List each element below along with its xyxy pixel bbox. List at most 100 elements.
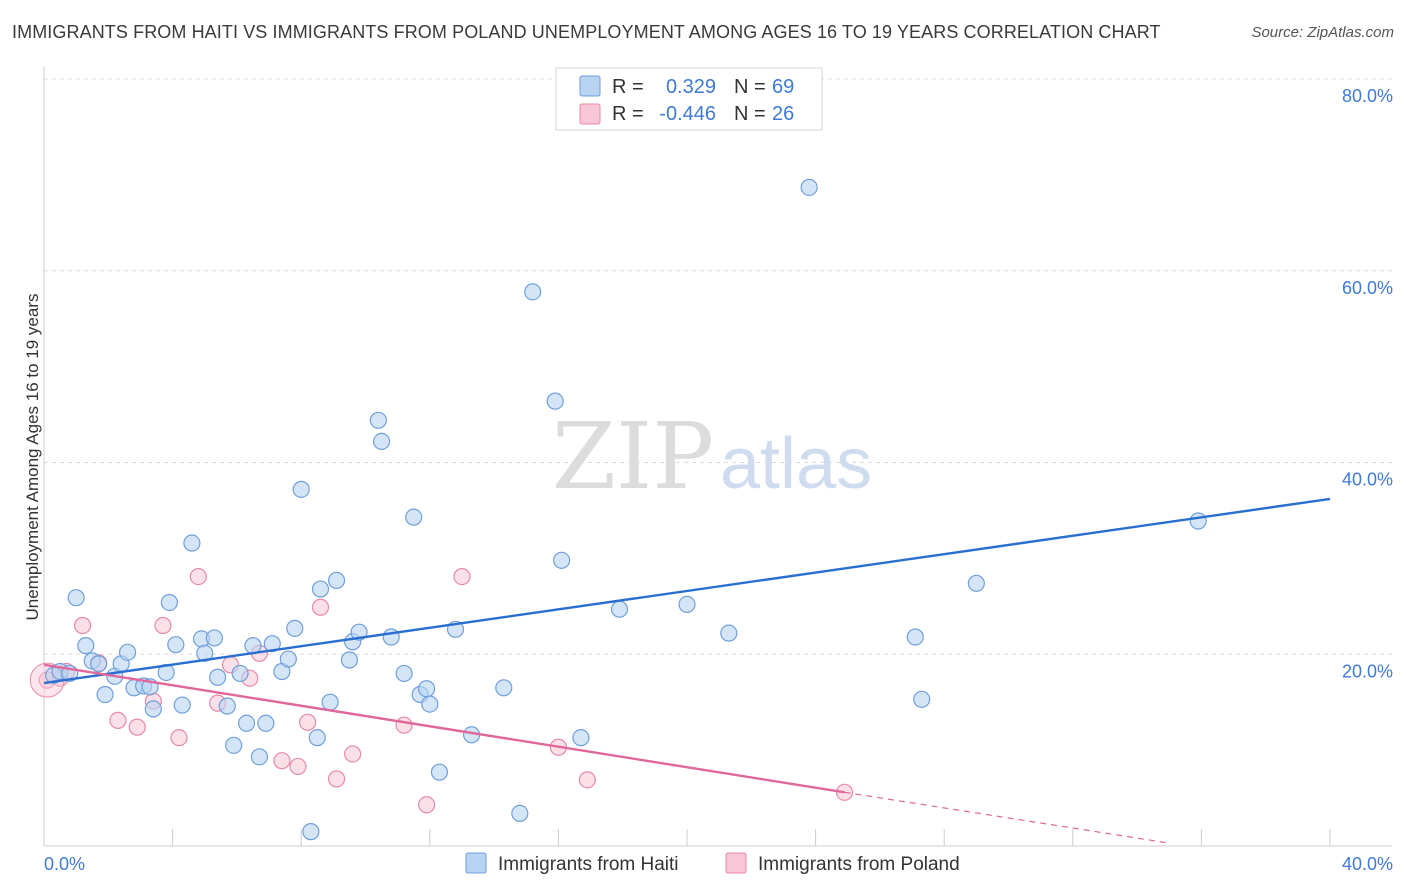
- poland-point: [128, 718, 146, 736]
- haiti-point: [302, 823, 320, 841]
- haiti-point: [196, 644, 214, 662]
- poland-point: [299, 713, 317, 731]
- haiti-point: [800, 178, 818, 196]
- correlation-legend: R = 0.329 N = 69 R = -0.446 N = 26: [555, 67, 823, 131]
- poland-point: [273, 752, 291, 770]
- axes: 0.0% 40.0%: [43, 66, 1393, 874]
- haiti-point: [511, 804, 529, 823]
- series-legend-swatch-haiti: [465, 852, 487, 874]
- poland-point: [327, 770, 346, 788]
- haiti-point: [286, 619, 304, 637]
- watermark-atlas: atlas: [720, 424, 872, 504]
- haiti-point: [218, 697, 236, 715]
- legend-n-value-haiti: 69: [772, 76, 794, 98]
- poland-point: [417, 796, 436, 814]
- series-legend-label-haiti: Immigrants from Haiti: [498, 854, 679, 875]
- poland-point: [170, 729, 188, 747]
- haiti-point: [173, 696, 191, 714]
- haiti-point: [160, 593, 178, 612]
- haiti-point: [913, 690, 931, 708]
- x-tick-label: 0.0%: [44, 854, 85, 874]
- haiti-point: [96, 685, 114, 704]
- y-tick-label: 80.0%: [1342, 86, 1393, 106]
- haiti-point: [292, 480, 310, 498]
- haiti-point: [67, 589, 85, 607]
- haiti-point: [967, 574, 985, 592]
- haiti-point: [546, 392, 564, 410]
- y-tick-label: 60.0%: [1342, 278, 1393, 298]
- haiti-point: [209, 668, 227, 686]
- haiti-point: [369, 411, 387, 429]
- poland-point: [289, 757, 307, 776]
- haiti-point: [308, 729, 326, 747]
- haiti-points: [45, 178, 1207, 841]
- haiti-point: [167, 636, 185, 654]
- haiti-point: [327, 571, 346, 590]
- haiti-point: [421, 695, 439, 713]
- poland-point: [453, 567, 471, 586]
- haiti-point: [205, 629, 223, 647]
- haiti-point: [610, 600, 629, 618]
- series-legend: Immigrants from Haiti Immigrants from Po…: [465, 852, 960, 875]
- legend-n-label-haiti: N =: [734, 76, 766, 98]
- poland-point: [311, 598, 330, 616]
- series-legend-swatch-poland: [725, 852, 747, 874]
- watermark: ZIP atlas: [552, 403, 872, 510]
- poland-point: [395, 716, 413, 734]
- poland-point: [344, 745, 362, 763]
- haiti-point: [395, 664, 413, 683]
- haiti-point: [144, 700, 162, 718]
- poland-trend-line: [43, 663, 845, 794]
- chart-title: IMMIGRANTS FROM HAITI VS IMMIGRANTS FROM…: [12, 22, 1161, 42]
- legend-r-value-poland: -0.446: [659, 103, 716, 125]
- legend-r-label-poland: R =: [612, 103, 644, 125]
- poland-point: [73, 616, 92, 635]
- haiti-point: [495, 679, 513, 697]
- y-axis-label: Unemployment Among Ages 16 to 19 years: [23, 294, 42, 621]
- haiti-point: [77, 637, 95, 655]
- poland-point: [154, 616, 172, 635]
- haiti-point: [405, 508, 423, 526]
- haiti-point: [257, 714, 275, 732]
- watermark-zip: ZIP: [552, 403, 714, 510]
- source-credit: Source: ZipAtlas.com: [1251, 24, 1394, 41]
- legend-r-label-haiti: R =: [612, 76, 644, 98]
- legend-n-value-poland: 26: [772, 103, 794, 125]
- haiti-point: [372, 432, 391, 451]
- haiti-point: [417, 680, 436, 698]
- poland-point: [109, 711, 127, 730]
- legend-n-label-poland: N =: [734, 103, 766, 125]
- y-axis-label-group: Unemployment Among Ages 16 to 19 years: [23, 294, 42, 621]
- haiti-point: [720, 624, 738, 642]
- y-tick-label: 40.0%: [1342, 470, 1393, 490]
- haiti-point: [1189, 512, 1207, 530]
- legend-r-value-haiti: 0.329: [666, 76, 716, 98]
- haiti-point: [231, 664, 249, 683]
- haiti-point: [572, 729, 590, 747]
- poland-point: [578, 771, 596, 789]
- haiti-trend-line: [43, 497, 1331, 685]
- haiti-point: [263, 635, 281, 653]
- poland-trend-extension: [844, 791, 1170, 844]
- gridlines: 20.0% 40.0% 60.0% 80.0%: [44, 78, 1393, 681]
- poland-point: [189, 567, 207, 586]
- haiti-point: [250, 748, 269, 766]
- haiti-point: [279, 650, 297, 668]
- haiti-point: [524, 283, 542, 301]
- trend-lines: [43, 497, 1331, 844]
- haiti-point: [430, 763, 449, 781]
- x-tick-label: 40.0%: [1342, 854, 1393, 874]
- haiti-point: [906, 628, 924, 646]
- y-tick-label: 20.0%: [1342, 661, 1393, 681]
- haiti-point: [118, 643, 137, 661]
- haiti-point: [183, 534, 201, 552]
- haiti-point: [553, 551, 571, 569]
- haiti-point: [340, 651, 359, 669]
- haiti-point: [311, 580, 330, 598]
- legend-swatch-poland: [579, 103, 601, 125]
- haiti-point: [678, 595, 696, 613]
- series-legend-label-poland: Immigrants from Poland: [758, 854, 960, 875]
- haiti-point: [225, 736, 243, 754]
- haiti-point: [237, 714, 256, 732]
